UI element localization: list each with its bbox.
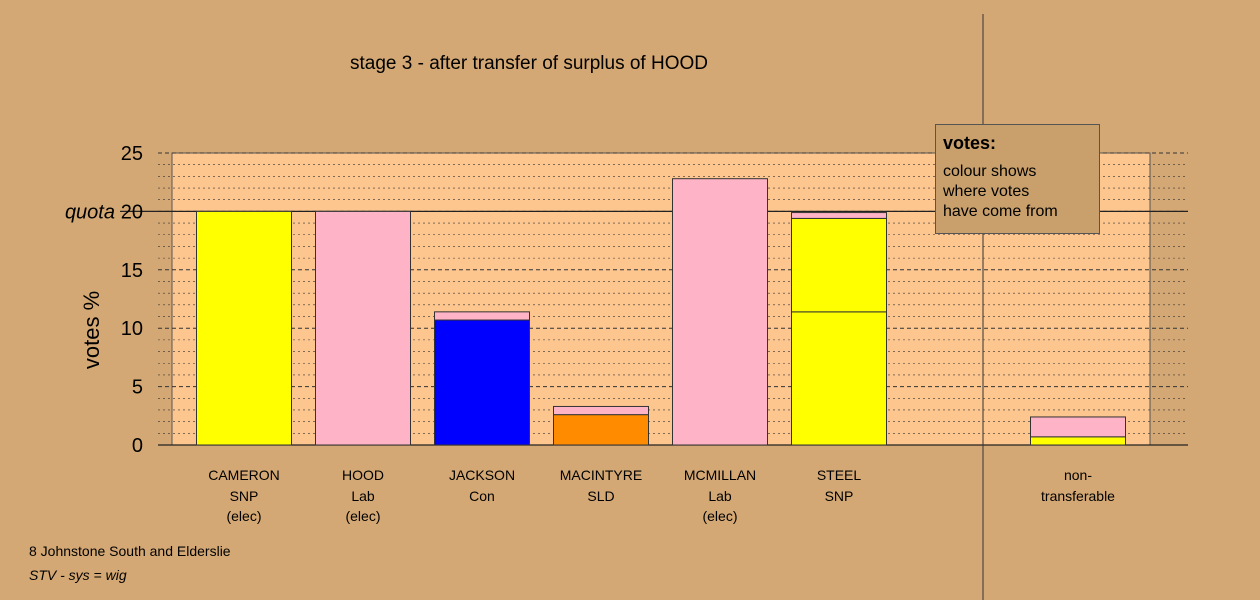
y-tick-label: 15 <box>121 260 143 282</box>
y-tick-label: 10 <box>121 318 143 340</box>
category-label-line: Lab <box>708 487 732 504</box>
bar-segment <box>315 210 411 446</box>
y-tick-label: 5 <box>132 377 143 399</box>
category-label: MACINTYRE SLD <box>541 465 661 506</box>
category-label: CAMERON SNP (elec) <box>184 465 304 527</box>
bar-segment <box>791 311 887 446</box>
category-label-line: SNP <box>229 487 259 504</box>
bar-segment <box>553 414 649 446</box>
legend-line: where votes <box>943 183 1030 200</box>
category-label: STEEL SNP <box>779 465 899 506</box>
legend-line: colour shows <box>943 163 1037 180</box>
bar-segment <box>553 405 649 416</box>
y-tick-label: 20 <box>121 201 143 223</box>
legend-title: votes: <box>943 133 997 153</box>
bar-segment <box>196 210 292 446</box>
y-tick-label: 25 <box>121 143 143 165</box>
footer-ward: 8 Johnstone South and Elderslie <box>29 543 231 559</box>
category-label-line: JACKSON <box>448 467 516 483</box>
category-label-line: MACINTYRE <box>559 467 643 483</box>
category-label-line: CAMERON <box>208 467 280 483</box>
bar-segment <box>791 212 887 219</box>
bar-segment <box>1030 416 1126 438</box>
legend-box: votes: colour shows where votes have com… <box>935 124 1100 234</box>
category-label: MCMILLAN Lab (elec) <box>660 465 780 527</box>
category-label-line: transferable <box>1041 487 1115 504</box>
category-label-line: HOOD <box>342 467 384 483</box>
category-label: HOOD Lab (elec) <box>303 465 423 527</box>
category-label-line: SLD <box>587 487 615 504</box>
category-label: JACKSON Con <box>422 465 542 506</box>
y-tick-label: 0 <box>132 435 143 457</box>
category-label-line: (elec) <box>345 508 381 524</box>
category-label-line: Lab <box>351 487 375 504</box>
category-label-line: STEEL <box>816 467 862 483</box>
bar-segment <box>672 178 768 446</box>
bar-segment <box>434 311 530 321</box>
quota-label: quota <box>65 201 115 223</box>
category-label-line: non- <box>1063 467 1093 483</box>
y-axis-title: votes % <box>79 291 104 369</box>
category-label: non-transferable <box>1018 465 1138 506</box>
category-label-line: (elec) <box>702 508 738 524</box>
footer-system: STV - sys = wig <box>29 567 127 583</box>
legend-line: have come from <box>943 203 1058 220</box>
bar-segment <box>1030 436 1126 446</box>
category-label-line: (elec) <box>226 508 262 524</box>
category-label-line: SNP <box>824 487 854 504</box>
bar-segment <box>791 217 887 313</box>
category-label-line: MCMILLAN <box>683 467 757 483</box>
chart-title: stage 3 - after transfer of surplus of H… <box>350 53 708 74</box>
category-label-line: Con <box>469 487 495 504</box>
bar-segment <box>434 319 530 446</box>
